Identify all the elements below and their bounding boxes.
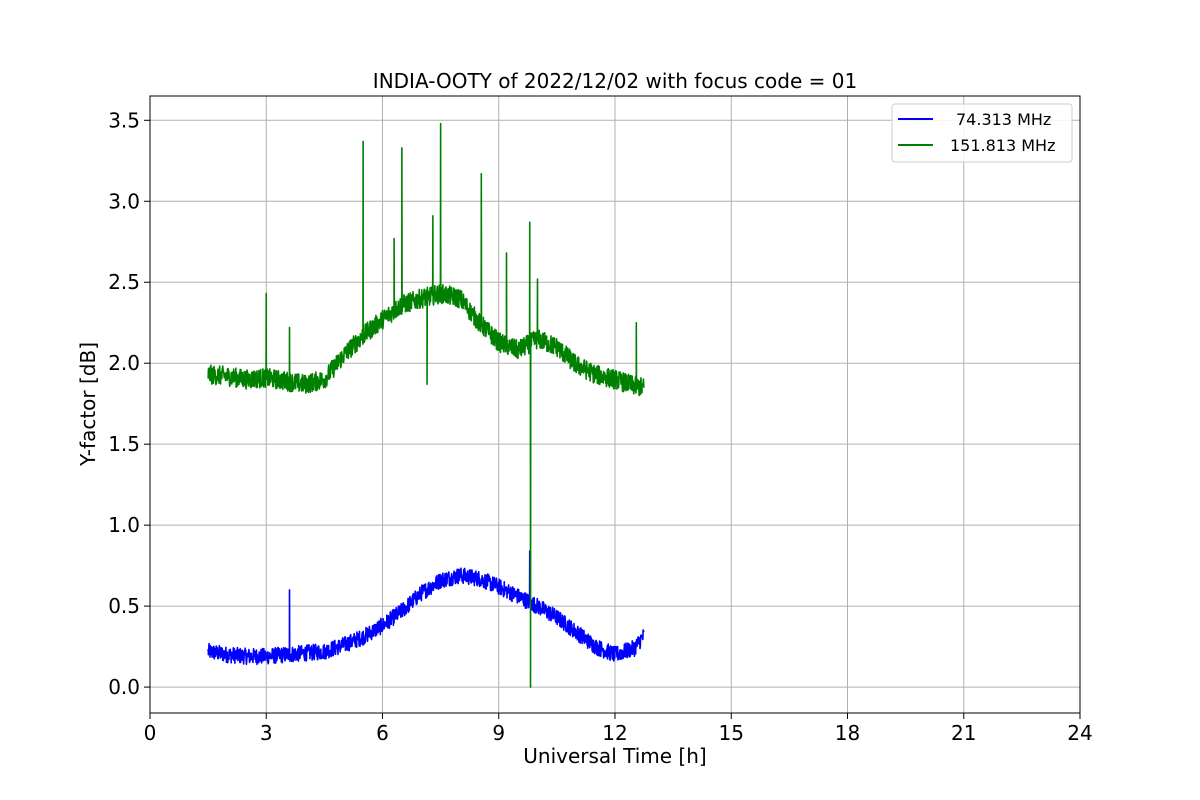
legend-box — [891, 103, 1073, 163]
x-axis-ticks: 0 3 6 9 12 15 18 21 24 — [144, 713, 1093, 745]
legend-label-151mhz: 151.813 MHz — [950, 136, 1055, 155]
x-tick-label: 9 — [492, 721, 505, 745]
chart-title: INDIA-OOTY of 2022/12/02 with focus code… — [373, 69, 857, 93]
x-tick-label: 15 — [719, 721, 744, 745]
y-tick-label: 3.0 — [108, 189, 140, 213]
y-tick-label: 3.5 — [108, 108, 140, 132]
y-tick-label: 0.5 — [108, 594, 140, 618]
legend: 74.313 MHz 151.813 MHz — [891, 103, 1073, 163]
x-tick-label: 18 — [835, 721, 860, 745]
grid — [149, 96, 1081, 713]
x-tick-label: 21 — [951, 721, 976, 745]
x-axis-label: Universal Time [h] — [523, 744, 706, 768]
series-line-0 — [207, 550, 645, 666]
y-axis-label: Y-factor [dB] — [76, 342, 100, 467]
y-tick-label: 0.0 — [108, 675, 140, 699]
y-tick-label: 2.0 — [108, 351, 140, 375]
series-line-1 — [207, 122, 645, 688]
series-layer — [207, 122, 645, 688]
y-axis-ticks: 0.0 0.5 1.0 1.5 2.0 2.5 3.0 3.5 — [108, 108, 150, 699]
x-tick-label: 12 — [602, 721, 627, 745]
y-tick-label: 1.0 — [108, 513, 140, 537]
x-tick-label: 0 — [144, 721, 157, 745]
legend-label-74mhz: 74.313 MHz — [956, 110, 1051, 129]
y-tick-label: 1.5 — [108, 432, 140, 456]
x-tick-label: 6 — [376, 721, 389, 745]
x-tick-label: 3 — [260, 721, 273, 745]
x-tick-label: 24 — [1067, 721, 1092, 745]
y-tick-label: 2.5 — [108, 270, 140, 294]
